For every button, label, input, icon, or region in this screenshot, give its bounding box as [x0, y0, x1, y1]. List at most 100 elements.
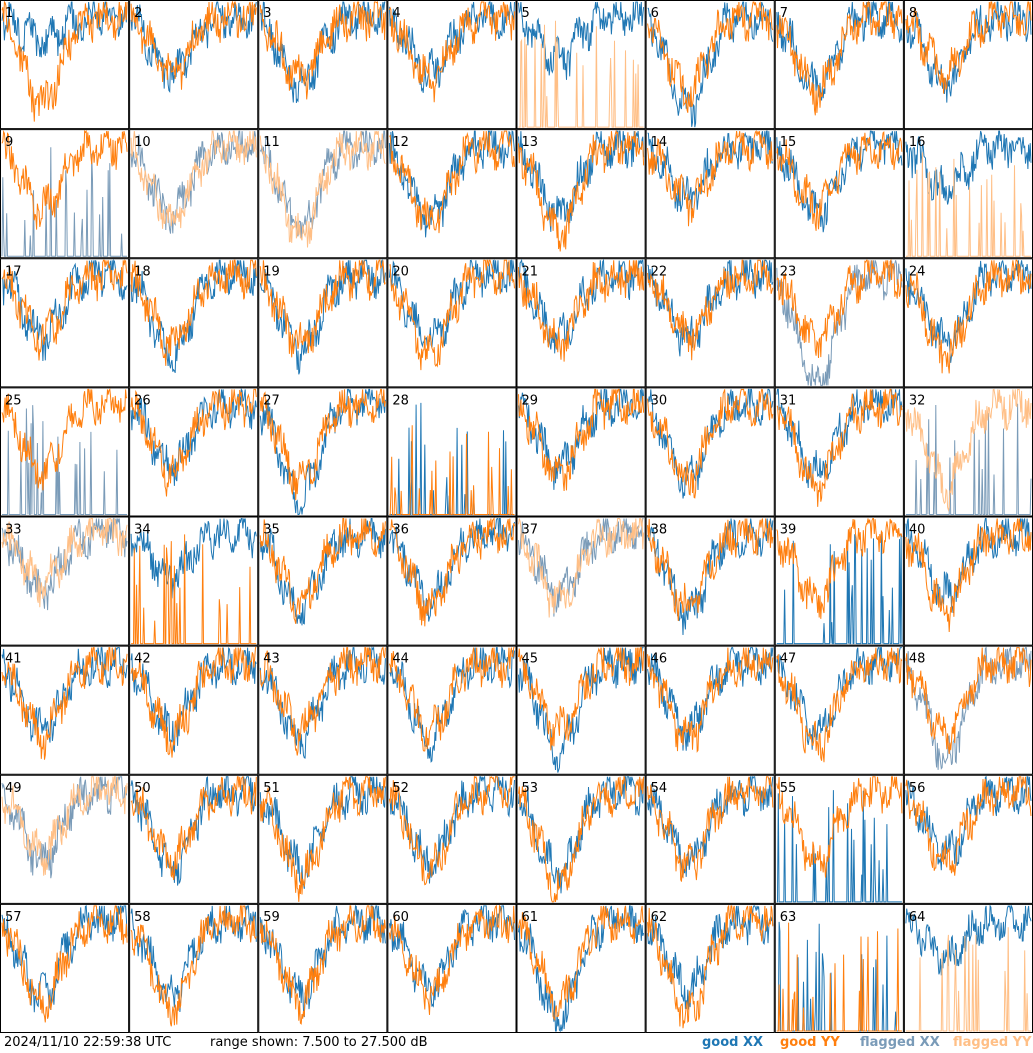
series-yy [130, 775, 257, 881]
series-xx [389, 646, 515, 763]
series-yy [389, 130, 515, 234]
panel-30: 30 [645, 387, 775, 517]
panel-label: 26 [134, 393, 151, 408]
series-yy [259, 130, 386, 248]
series-yy [259, 1, 386, 100]
panel-63: 63 [774, 903, 904, 1033]
series-xx [130, 388, 257, 486]
series-yy [1, 776, 128, 876]
panel-label: 24 [909, 264, 926, 279]
panel-48: 48 [903, 645, 1033, 775]
series-yy [776, 647, 903, 763]
panel-label: 22 [651, 264, 668, 279]
panel-label: 55 [780, 781, 797, 796]
series-yy [905, 1, 1032, 94]
panel-label: 13 [522, 135, 539, 150]
series-xx [1, 776, 128, 879]
panel-38: 38 [645, 516, 775, 646]
series-yy [389, 425, 515, 515]
panel-44: 44 [387, 645, 517, 775]
panel-19: 19 [258, 258, 388, 388]
panel-59: 59 [258, 903, 388, 1033]
panel-1: 1 [0, 0, 130, 130]
panel-label: 29 [522, 393, 539, 408]
panel-16: 16 [903, 129, 1033, 259]
panel-21: 21 [516, 258, 646, 388]
series-yy [259, 776, 386, 902]
panel-label: 16 [909, 135, 926, 150]
series-xx [647, 259, 774, 357]
series-xx [905, 904, 1032, 976]
series-xx [130, 518, 257, 599]
series-yy [647, 904, 774, 1029]
panel-15: 15 [774, 129, 904, 259]
series-yy [905, 259, 1032, 374]
series-xx [776, 388, 903, 489]
series-yy [518, 775, 645, 903]
series-yy [518, 20, 644, 128]
panel-label: 12 [392, 135, 409, 150]
panel-label: 51 [263, 781, 280, 796]
series-xx [905, 775, 1032, 871]
series-yy [1, 130, 128, 230]
series-yy [259, 646, 386, 756]
series-yy [1, 905, 128, 1023]
series-yy [1, 647, 128, 760]
panel-50: 50 [129, 774, 259, 904]
panel-35: 35 [258, 516, 388, 646]
series-yy [647, 130, 774, 227]
panel-frame [903, 0, 1033, 130]
panel-32: 32 [903, 387, 1033, 517]
panel-label: 23 [780, 264, 797, 279]
series-yy [388, 904, 515, 1015]
series-yy [518, 518, 645, 618]
series-yy [130, 388, 257, 497]
series-xx [388, 517, 515, 622]
panel-29: 29 [516, 387, 646, 517]
panel-label: 62 [651, 910, 668, 925]
panel-label: 56 [909, 781, 926, 796]
series-yy [518, 130, 645, 252]
panel-label: 59 [263, 910, 280, 925]
panel-label: 61 [522, 910, 539, 925]
panel-18: 18 [129, 258, 259, 388]
panel-label: 64 [909, 910, 926, 925]
series-xx [518, 1, 645, 80]
series-yy [259, 259, 386, 358]
panel-24: 24 [903, 258, 1033, 388]
panel-label: 3 [263, 6, 271, 21]
panel-57: 57 [0, 903, 130, 1033]
series-yy [647, 518, 774, 621]
panel-label: 25 [5, 393, 22, 408]
panel-51: 51 [258, 774, 388, 904]
panel-45: 45 [516, 645, 646, 775]
panel-27: 27 [258, 387, 388, 517]
panel-label: 53 [522, 781, 539, 796]
panel-label: 49 [5, 781, 22, 796]
panel-label: 48 [909, 652, 926, 667]
legend-flagged-xx: flagged XX [860, 1035, 940, 1050]
series-yy [130, 905, 257, 1027]
panel-label: 31 [780, 393, 797, 408]
footer-bar: 2024/11/10 22:59:38 UTC range shown: 7.5… [0, 1033, 1033, 1053]
series-yy [130, 647, 257, 758]
series-xx [388, 130, 515, 238]
series-xx [1, 147, 128, 257]
panel-5: 5 [516, 0, 646, 130]
panel-frame [516, 516, 646, 646]
panel-53: 53 [516, 774, 646, 904]
panel-25: 25 [0, 387, 130, 517]
series-xx [518, 388, 645, 490]
series-yy [388, 647, 515, 752]
panel-label: 42 [134, 652, 151, 667]
panel-label: 11 [263, 135, 280, 150]
series-xx [130, 1, 257, 93]
panel-frame [129, 0, 259, 130]
panel-56: 56 [903, 774, 1033, 904]
panel-17: 17 [0, 258, 130, 388]
panel-13: 13 [516, 129, 646, 259]
series-xx [388, 259, 515, 348]
series-xx [130, 130, 257, 234]
panel-62: 62 [645, 903, 775, 1033]
panel-label: 34 [134, 523, 151, 538]
